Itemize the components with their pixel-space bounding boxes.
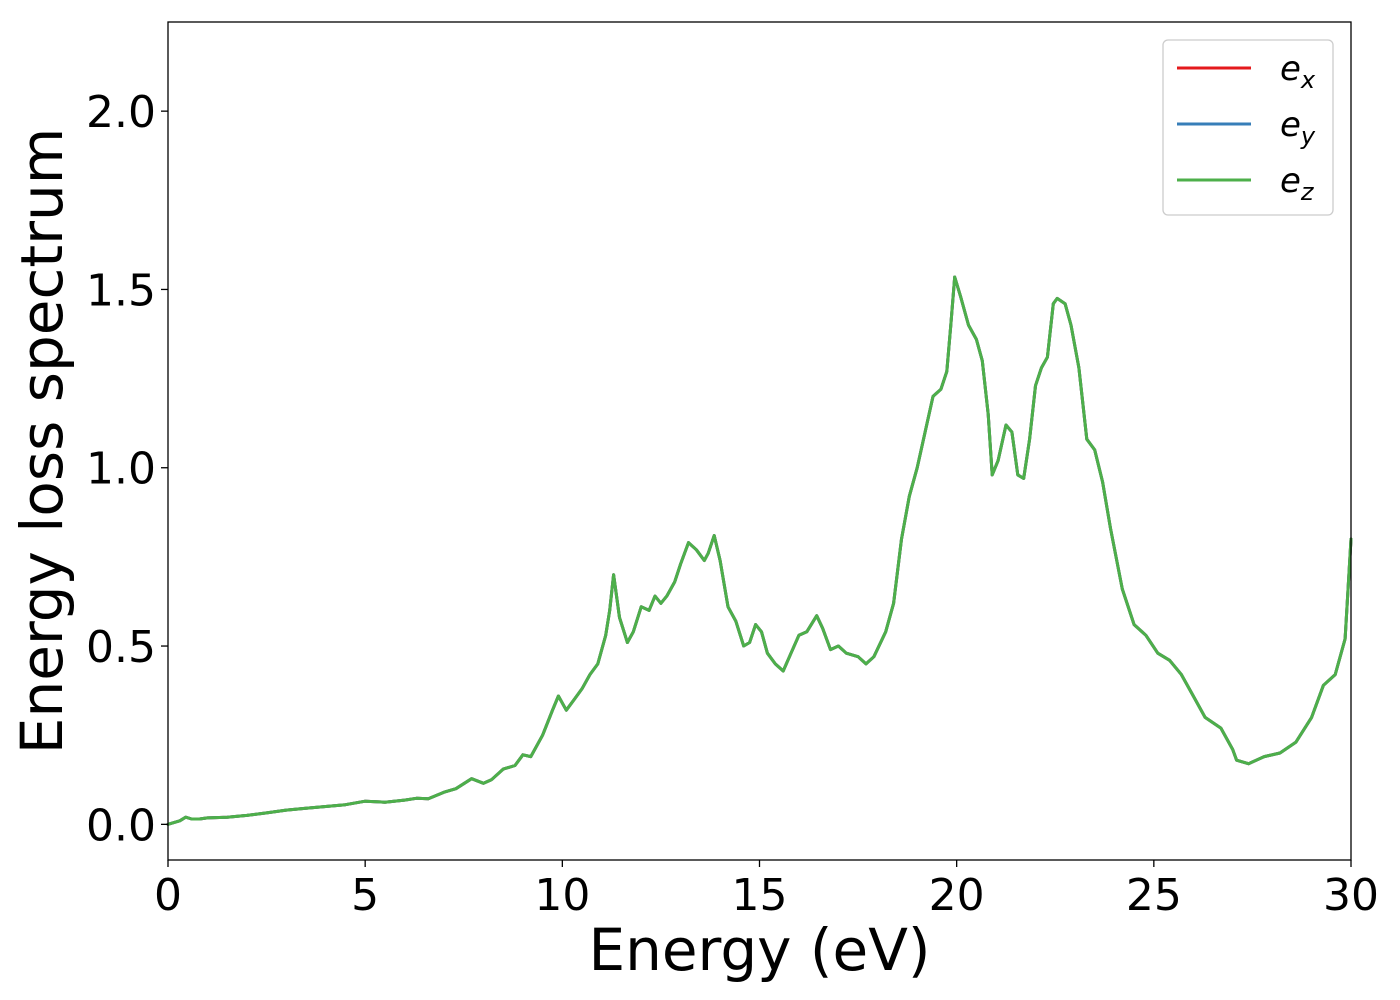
legend: ex ey ez <box>1162 39 1334 216</box>
y-tick-label: 0.5 <box>86 622 156 673</box>
legend-item-e-y: ey <box>1177 105 1316 150</box>
legend-label: ez <box>1280 161 1315 206</box>
x-tick-label: 15 <box>732 870 788 921</box>
x-axis-label: Energy (eV) <box>588 916 930 984</box>
x-tick-label: 25 <box>1126 870 1182 921</box>
x-tick-label: 10 <box>534 870 590 921</box>
x-tick-label: 5 <box>351 870 379 921</box>
y-tick-label: 1.5 <box>86 265 156 316</box>
x-tick-label: 20 <box>929 870 985 921</box>
legend-label: ey <box>1280 105 1316 150</box>
x-axis: 0 5 10 15 20 25 30 <box>154 860 1379 921</box>
series-line-e-z <box>166 275 1353 826</box>
y-axis: 0.0 0.5 1.0 1.5 2.0 <box>86 87 168 851</box>
y-tick-label: 2.0 <box>86 87 156 138</box>
y-tick-label: 0.0 <box>86 800 156 851</box>
x-tick-label: 30 <box>1323 870 1379 921</box>
series-layer <box>166 275 1353 826</box>
y-axis-label: Energy loss spectrum <box>8 128 76 754</box>
legend-item-e-z: ez <box>1177 161 1315 206</box>
legend-item-e-x: ex <box>1177 49 1316 94</box>
y-tick-label: 1.0 <box>86 444 156 495</box>
legend-frame <box>1162 39 1334 216</box>
legend-label: ex <box>1280 49 1316 94</box>
x-tick-label: 0 <box>154 870 182 921</box>
